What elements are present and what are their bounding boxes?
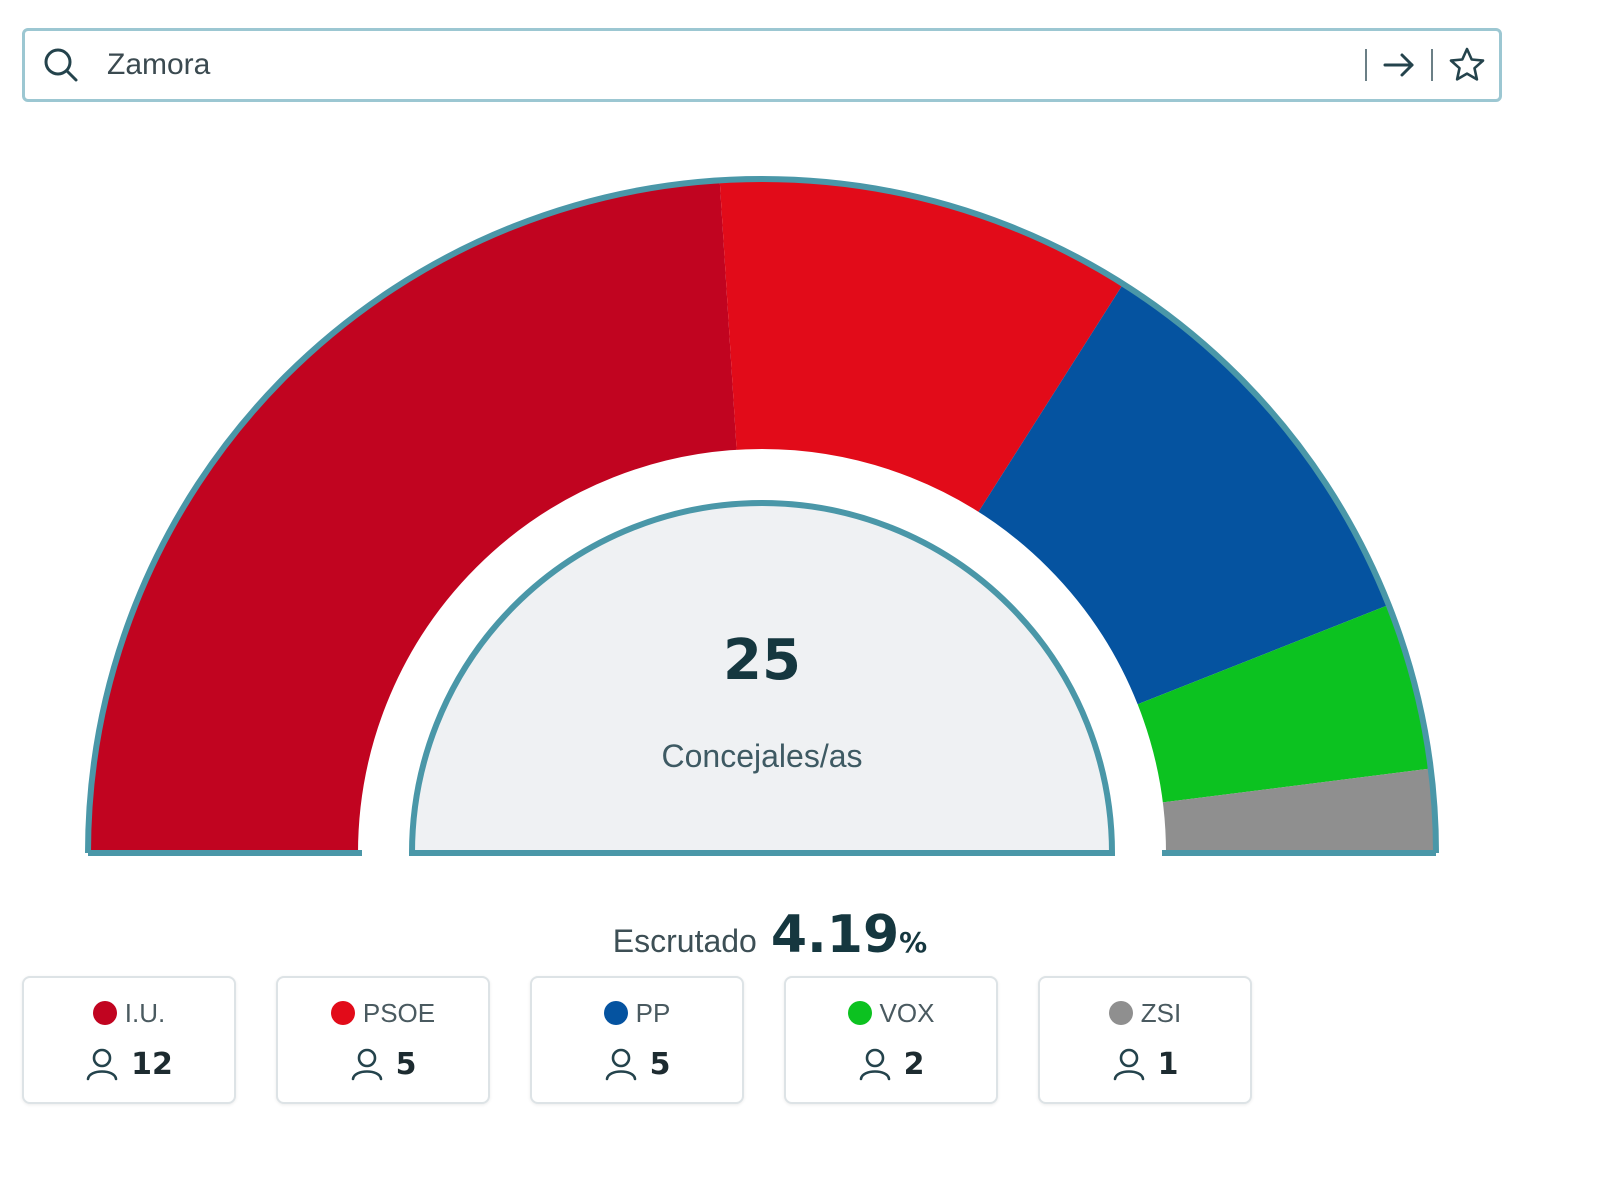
search-bar [22,28,1502,102]
party-card-psoe[interactable]: PSOE 5 [276,976,490,1104]
person-icon [605,1048,636,1081]
seat-row: 2 [858,1044,925,1084]
person-icon [351,1048,382,1081]
seat-count: 2 [903,1046,925,1082]
party-color-dot [603,1001,628,1025]
party-card-zsi[interactable]: ZSI 1 [1038,976,1252,1104]
party-card-iu[interactable]: I.U. 12 [22,976,236,1104]
search-icon[interactable] [41,45,81,85]
party-card-pp[interactable]: PP 5 [530,976,744,1104]
seat-row: 1 [1112,1044,1179,1084]
scrutiny: Escrutado 4.19 % [560,905,980,975]
party-cards: I.U. 12 PSOE 5 PP [22,976,1252,1104]
segment-pp[interactable] [975,285,1387,707]
segment-zsi[interactable] [1156,768,1434,853]
arrow-right-icon[interactable] [1381,47,1417,83]
inner-rim [358,449,1166,854]
search-input[interactable] [105,34,1351,96]
party-name: PP [635,997,671,1028]
party-name-row: ZSI [1108,996,1182,1030]
party-name-row: PP [603,996,671,1030]
party-name: ZSI [1140,997,1182,1028]
total-seats-label: Concejales/as [661,738,863,774]
person-icon [1113,1048,1144,1081]
center-panel [408,500,1116,856]
scrutiny-unit: % [899,926,928,959]
party-name-row: PSOE [330,996,436,1030]
segment-vox[interactable] [1132,605,1429,804]
seat-count: 5 [395,1046,417,1082]
person-icon [859,1048,890,1081]
seat-count: 5 [649,1046,671,1082]
outer-rim [85,176,1439,854]
segment-psoe[interactable] [719,181,1123,517]
hemicycle-chart [85,176,1439,856]
seat-row: 5 [604,1044,671,1084]
party-color-dot [92,1001,117,1025]
party-name-row: I.U. [92,996,166,1030]
seat-row: 5 [350,1044,417,1084]
divider [1365,49,1367,81]
scrutiny-value: 4.19 [770,905,900,965]
segment-iu[interactable] [90,182,738,853]
party-color-dot [847,1001,872,1025]
divider [1431,49,1433,81]
party-color-dot [1108,1001,1133,1025]
party-name: PSOE [362,997,436,1028]
party-name: I.U. [124,997,166,1028]
star-icon[interactable] [1447,45,1487,85]
total-seats: 25 [723,628,801,693]
party-name-row: VOX [847,996,935,1030]
seat-count: 1 [1157,1046,1179,1082]
person-icon [86,1048,118,1081]
seat-row: 12 [85,1044,173,1084]
party-card-vox[interactable]: VOX 2 [784,976,998,1104]
seat-count: 12 [131,1046,173,1082]
party-color-dot [330,1001,355,1025]
party-name: VOX [879,997,935,1028]
scrutiny-label: Escrutado [612,923,757,959]
